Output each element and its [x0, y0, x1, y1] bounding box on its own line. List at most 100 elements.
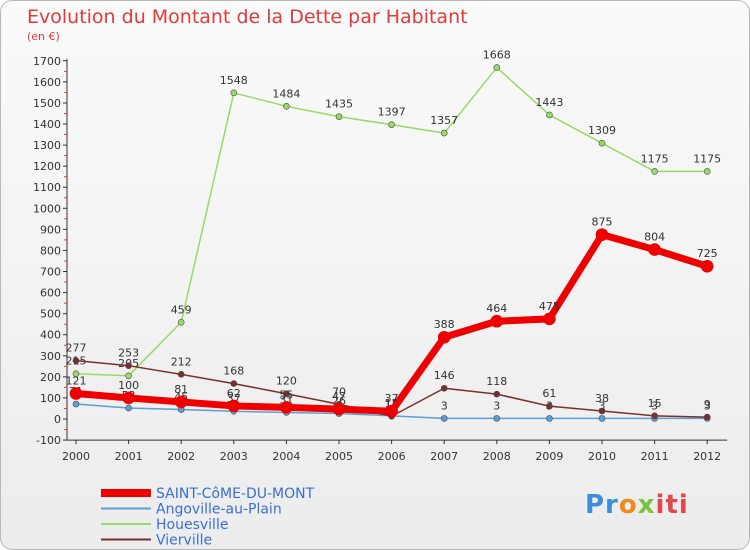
data-label: 47 [332, 390, 346, 403]
data-point [703, 168, 711, 175]
data-label: 1484 [272, 87, 300, 100]
data-point [332, 402, 346, 416]
data-label: 121 [66, 375, 87, 388]
data-label: 725 [697, 247, 718, 260]
x-tick-label: 2001 [115, 450, 143, 463]
x-tick-label: 2003 [220, 450, 248, 463]
data-label: 1397 [378, 106, 406, 119]
y-tick-label: 300 [40, 350, 61, 363]
data-label: 61 [542, 387, 556, 400]
logo-part: iti [655, 490, 689, 520]
y-tick-label: 1700 [33, 55, 61, 68]
data-point [385, 404, 398, 418]
data-label: 3 [704, 399, 711, 412]
y-tick-label: 1600 [33, 76, 61, 89]
legend-label: SAINT-CôME-DU-MONT [156, 486, 315, 502]
y-tick-label: -100 [36, 434, 61, 447]
x-tick-label: 2004 [272, 450, 300, 463]
data-label: 1175 [693, 152, 721, 165]
y-tick-label: 900 [40, 223, 61, 236]
logo-part: x [637, 490, 656, 520]
data-point [177, 318, 185, 326]
data-point [122, 391, 135, 405]
chart-subtitle: (en €) [27, 30, 60, 43]
data-label: 146 [434, 369, 455, 382]
data-point [283, 103, 290, 110]
data-label: 1435 [325, 98, 353, 111]
data-label: 118 [486, 375, 507, 388]
y-tick-label: 500 [40, 308, 61, 321]
y-tick-label: 1500 [33, 97, 61, 110]
data-label: 1668 [483, 49, 511, 62]
x-tick-label: 2012 [693, 450, 721, 463]
data-point [651, 412, 658, 420]
y-tick-label: 200 [40, 371, 61, 384]
data-label: 9 [704, 398, 711, 411]
y-tick-label: 1300 [33, 139, 61, 152]
y-tick-label: 800 [40, 244, 61, 257]
y-tick-label: 100 [40, 392, 61, 405]
data-label: 70 [332, 385, 346, 398]
x-tick-label: 2006 [378, 450, 406, 463]
data-label: 804 [644, 231, 665, 244]
data-point [598, 139, 606, 147]
x-tick-label: 2007 [430, 450, 458, 463]
data-point [440, 384, 448, 392]
data-label: 38 [595, 392, 609, 405]
data-point [227, 399, 241, 413]
data-point [546, 402, 553, 410]
y-tick-label: 1200 [33, 160, 61, 173]
y-tick-label: 1400 [33, 118, 61, 131]
chart-title: Evolution du Montant de la Dette par Hab… [27, 6, 468, 28]
data-point [69, 387, 83, 400]
data-point [72, 357, 80, 364]
data-label: 62 [227, 387, 241, 400]
data-label: 3 [493, 399, 500, 412]
logo-part: Pr [585, 490, 619, 520]
y-tick-label: 1100 [33, 181, 61, 194]
data-point [72, 400, 80, 408]
data-point [174, 395, 188, 409]
data-point [230, 380, 238, 387]
data-point [437, 330, 451, 344]
x-tick-label: 2008 [483, 450, 511, 463]
data-label: 277 [66, 342, 87, 355]
legend-label: Angoville-au-Plain [156, 502, 282, 518]
y-tick-label: 400 [40, 329, 61, 342]
x-tick-label: 2011 [641, 450, 669, 463]
data-label: 875 [592, 216, 613, 229]
x-tick-label: 2000 [62, 450, 90, 463]
data-label: 55 [279, 388, 293, 401]
x-tick-label: 2005 [325, 450, 353, 463]
data-point [490, 314, 504, 328]
data-point [283, 390, 290, 398]
data-label: 168 [223, 365, 244, 378]
data-point [72, 370, 80, 377]
data-label: 212 [171, 355, 192, 368]
data-label: 37 [385, 392, 399, 405]
data-point [177, 371, 185, 378]
data-point [700, 259, 714, 273]
data-point [440, 129, 448, 137]
data-label: 15 [648, 397, 662, 410]
data-label: 459 [171, 303, 192, 316]
data-label: 3 [441, 399, 448, 412]
data-label: 1309 [588, 124, 616, 137]
y-tick-label: 1000 [33, 202, 61, 215]
data-label: 475 [539, 300, 560, 313]
data-label: 81 [174, 383, 188, 396]
data-point [546, 111, 553, 119]
data-point [230, 89, 238, 97]
data-point [546, 415, 553, 422]
data-point [648, 243, 661, 256]
data-point [335, 113, 343, 120]
data-point [543, 312, 556, 326]
data-point [280, 401, 293, 414]
legend-label: Houesville [156, 517, 228, 533]
x-tick-label: 2002 [167, 450, 195, 463]
data-point [598, 407, 606, 415]
data-label: 3 [599, 399, 606, 412]
data-label: 120 [276, 375, 297, 388]
